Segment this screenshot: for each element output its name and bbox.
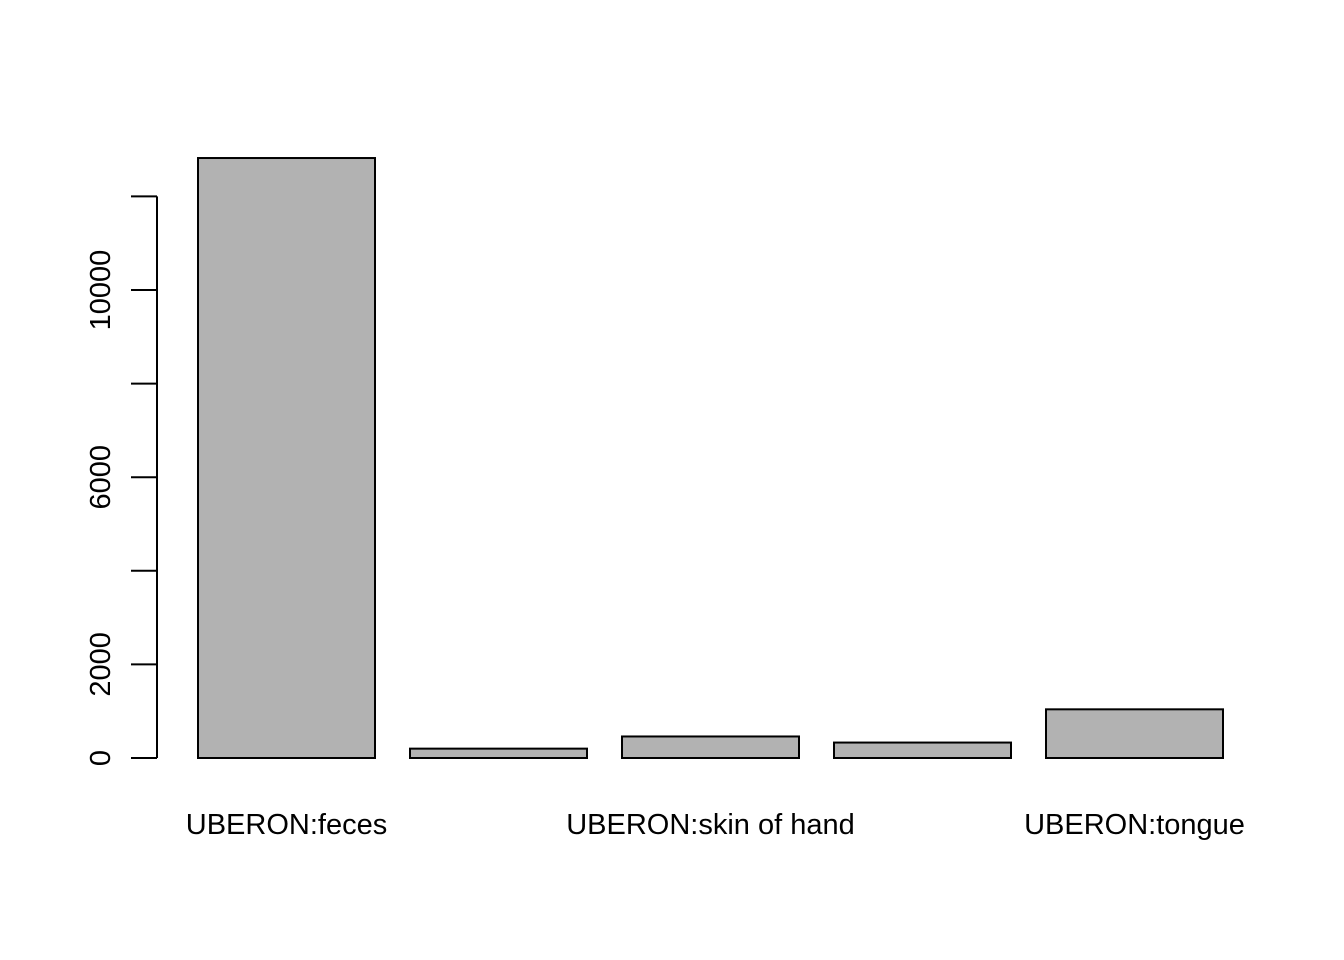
- y-tick-label: 10000: [85, 250, 117, 331]
- x-category-label: UBERON:feces: [186, 809, 387, 841]
- bars-group: [197, 157, 1224, 760]
- y-tick-label: 2000: [85, 632, 117, 697]
- x-axis-labels: UBERON:feces UBERON:skin of hand UBERON:to…: [186, 809, 1245, 841]
- x-category-label: UBERON:skin of hand: [566, 809, 855, 841]
- bar-3: [621, 735, 800, 759]
- bar-5: [1045, 708, 1224, 760]
- x-category-label: UBERON:tongue: [1024, 809, 1245, 841]
- y-axis: 0 2000 6000 10000: [85, 195, 158, 766]
- bar-1: [197, 157, 376, 760]
- y-tick-label: 0: [85, 750, 117, 766]
- y-tick-label: 6000: [85, 445, 117, 510]
- bar-4: [833, 741, 1012, 760]
- bar-2: [409, 747, 588, 760]
